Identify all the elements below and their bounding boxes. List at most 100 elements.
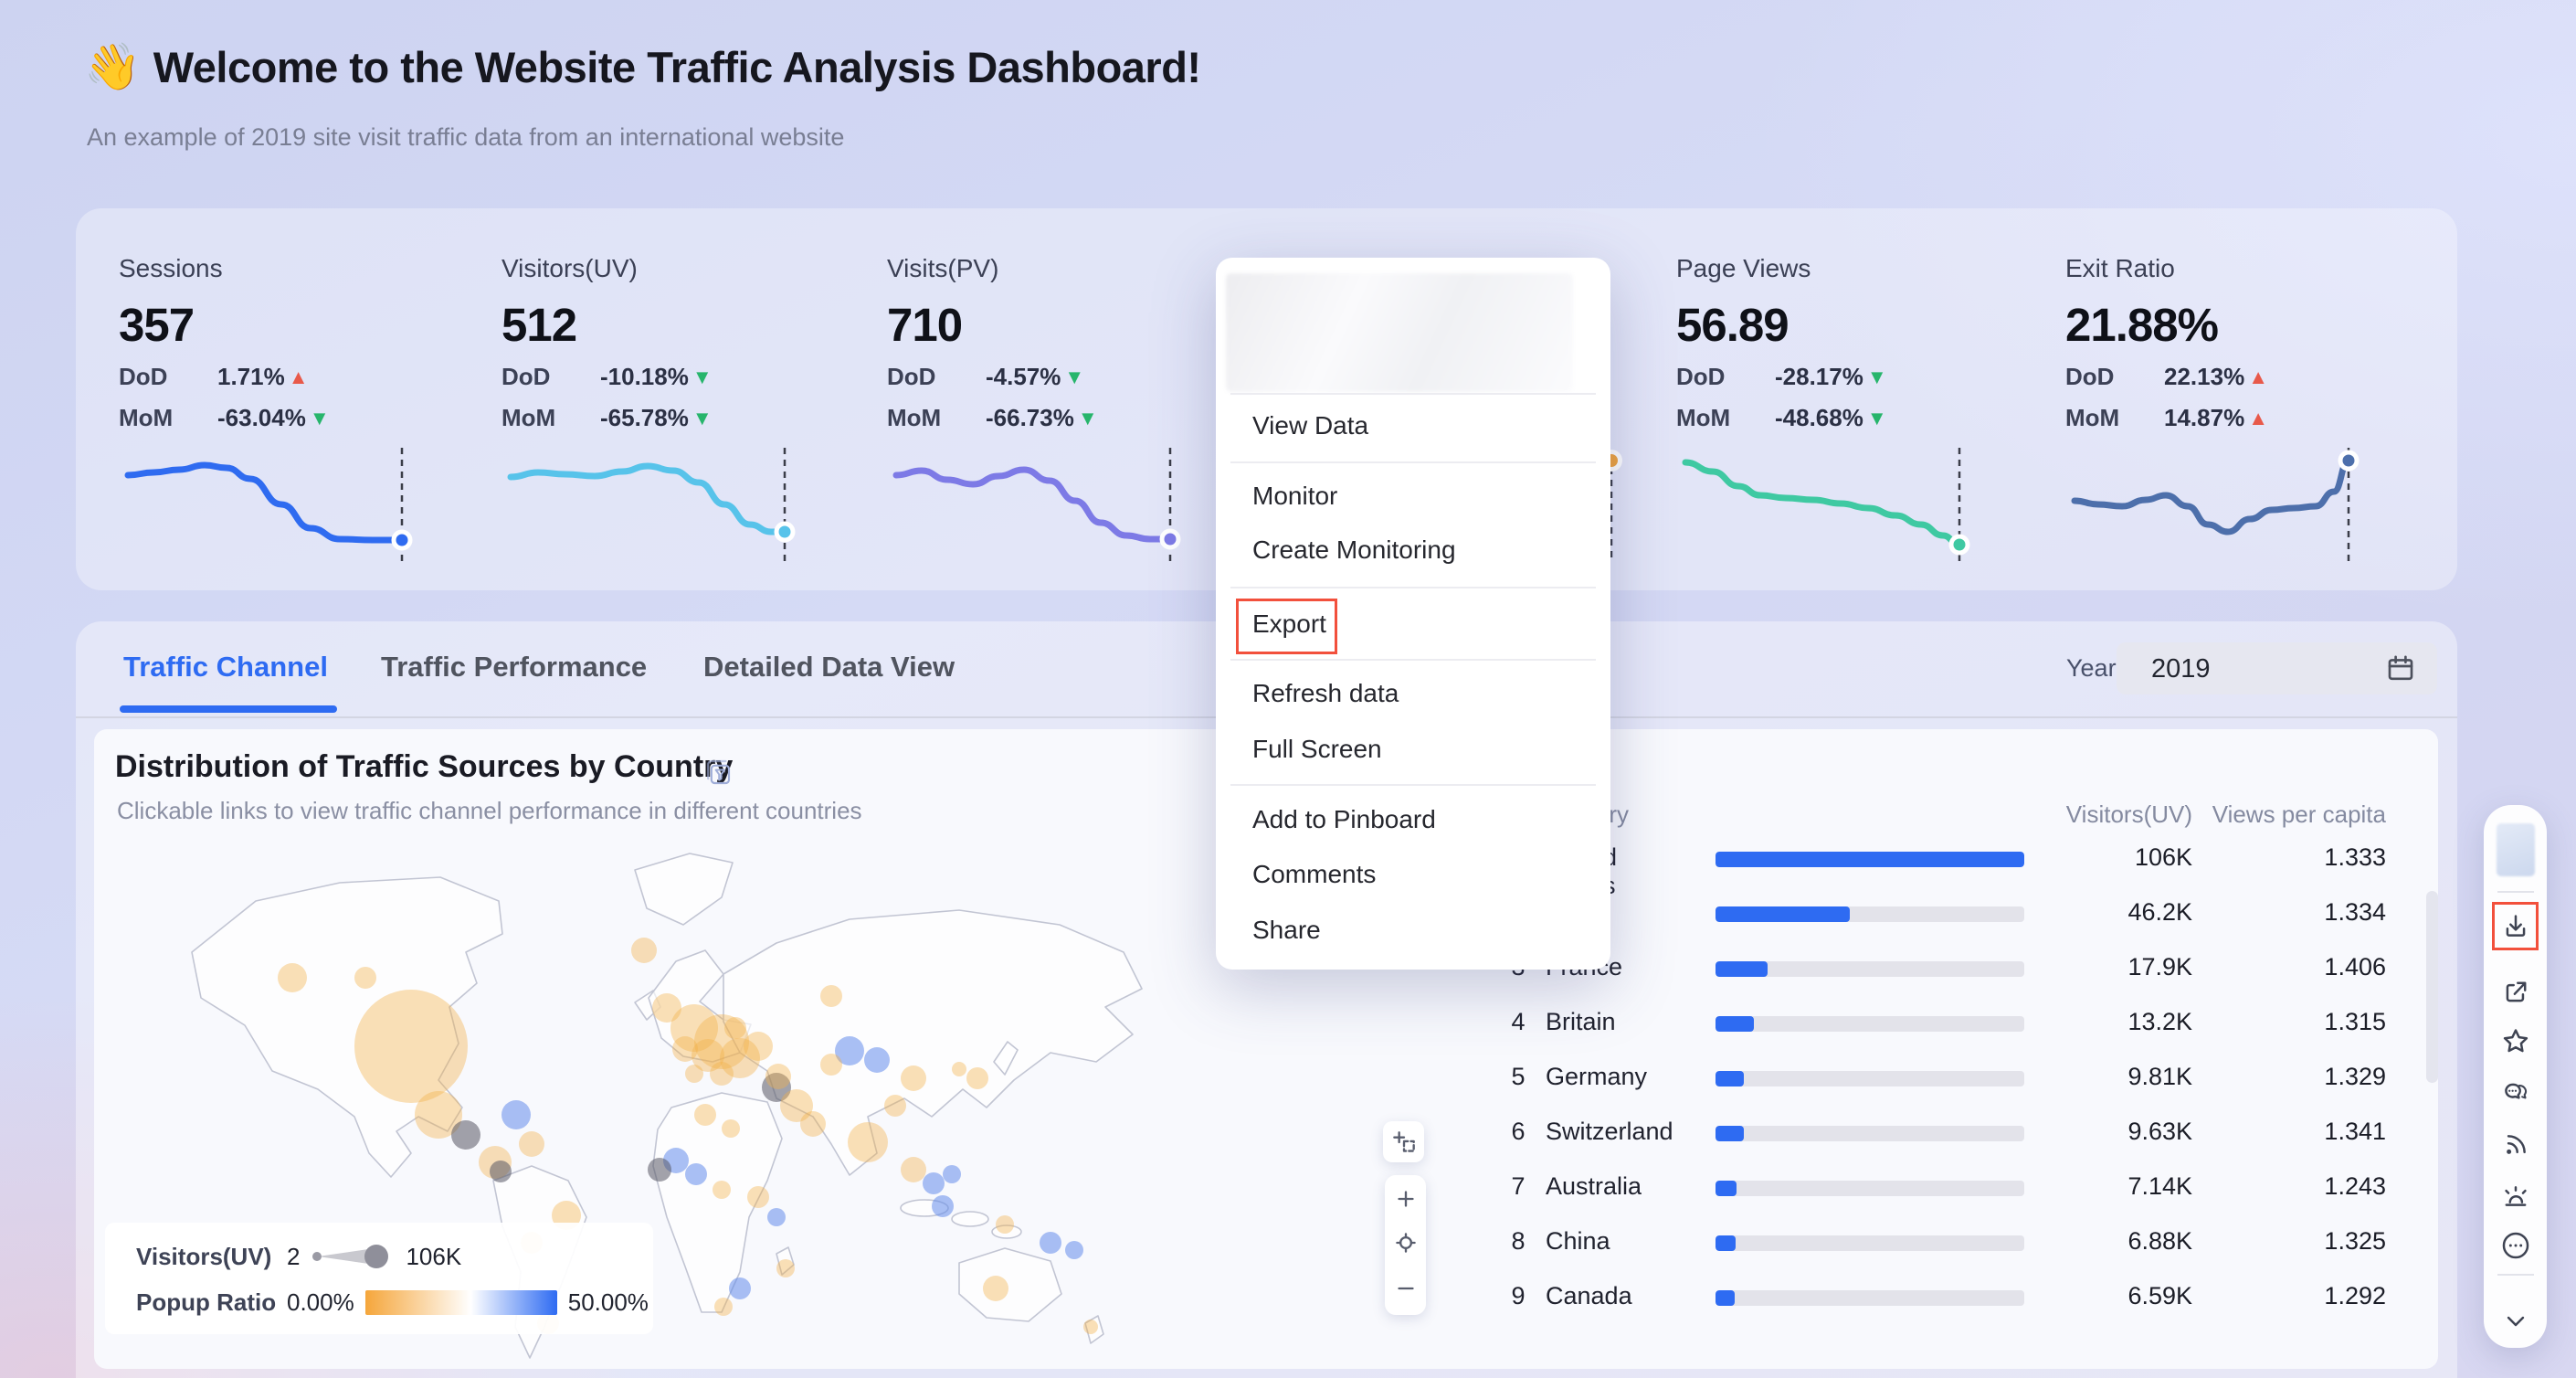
kpi-mom-row: MoM -48.68% ▼ (1676, 404, 1887, 431)
menu-item-view-data[interactable]: View Data (1252, 411, 1369, 440)
kpi-label: Page Views (1676, 254, 1811, 282)
row-per-capita-value: 1.341 (2324, 1118, 2386, 1145)
row-country-link[interactable]: China (1546, 1227, 1610, 1255)
toolbar-divider (2497, 1274, 2534, 1276)
tab-traffic-channel[interactable]: Traffic Channel (123, 651, 328, 683)
row-country-link[interactable]: Australia (1546, 1172, 1642, 1200)
kpi-value: 512 (501, 299, 577, 351)
trend-up-icon: ▲ (2248, 365, 2268, 388)
map-legend: Visitors(UV) 2 106K Popup Ratio 0.00% 50… (105, 1223, 653, 1334)
comments-icon[interactable] (2484, 1077, 2547, 1108)
row-rank: 8 (1511, 1227, 1526, 1255)
trend-up-icon: ▲ (288, 365, 309, 388)
menu-divider (1230, 659, 1596, 661)
row-per-capita-value: 1.325 (2324, 1227, 2386, 1255)
row-uv-bar (1716, 1016, 2024, 1032)
legend-color-max: 50.00% (567, 1288, 649, 1316)
col-header-per-capita: Views per capita (2212, 800, 2386, 828)
menu-item-share[interactable]: Share (1252, 916, 1321, 944)
menu-divider (1230, 784, 1596, 786)
kpi-mom-row: MoM -66.73% ▼ (887, 404, 1098, 431)
active-tab-underline (120, 705, 337, 713)
zoom-out-icon (1397, 1287, 1414, 1290)
locate-button[interactable] (1385, 1228, 1426, 1257)
marquee-zoom-icon (1392, 1130, 1415, 1152)
row-rank: 7 (1511, 1172, 1526, 1200)
year-select[interactable]: 2019 (2117, 642, 2437, 694)
year-label: Year (2066, 654, 2117, 682)
toolbar-divider (2497, 891, 2534, 893)
zoom-out-button[interactable] (1385, 1274, 1426, 1303)
kpi-dod-row: DoD -10.18% ▼ (501, 363, 713, 390)
row-uv-bar (1716, 906, 2024, 922)
legend-size-label: Visitors(UV) (136, 1242, 272, 1270)
trend-down-icon: ▼ (1866, 365, 1887, 388)
row-country-link[interactable]: Germany (1546, 1063, 1648, 1090)
row-per-capita-value: 1.315 (2324, 1008, 2386, 1035)
map-subtitle: Clickable links to view traffic channel … (117, 797, 862, 824)
menu-divider (1230, 461, 1596, 463)
kpi-label: Visitors(UV) (501, 254, 638, 282)
filter-icon[interactable] (702, 756, 734, 789)
tab-detailed-data-view[interactable]: Detailed Data View (703, 651, 955, 683)
world-map[interactable] (137, 813, 1379, 1369)
menu-item-add-to-pinboard[interactable]: Add to Pinboard (1252, 805, 1436, 833)
collapse-icon[interactable] (2484, 1306, 2547, 1337)
menu-item-export[interactable]: Export (1252, 610, 1326, 638)
trend-down-icon: ▼ (1866, 406, 1887, 429)
row-country-link[interactable]: Britain (1546, 1008, 1616, 1035)
row-uv-bar (1716, 961, 2024, 977)
kpi-dod-row: DoD -28.17% ▼ (1676, 363, 1887, 390)
menu-item-comments[interactable]: Comments (1252, 860, 1377, 888)
kpi-label: Visits(PV) (887, 254, 999, 282)
collapse-icon (2507, 1316, 2524, 1327)
menu-item-full-screen[interactable]: Full Screen (1252, 735, 1382, 763)
page-subtitle: An example of 2019 site visit traffic da… (87, 123, 845, 151)
menu-divider (1230, 393, 1596, 395)
calendar-icon[interactable] (2384, 652, 2417, 685)
kpi-dod-row: DoD -4.57% ▼ (887, 363, 1085, 390)
alarm-icon[interactable] (2484, 1181, 2547, 1212)
kpi-sparkline (124, 448, 413, 563)
kpi-card-visitors-uv-: Visitors(UV) 512 DoD -10.18% ▼ MoM -65.78% ▼ (501, 208, 830, 590)
marquee-zoom-button[interactable] (1383, 1121, 1424, 1162)
row-uv-value: 7.14K (2127, 1172, 2192, 1200)
kpi-mom-row: MoM 14.87% ▲ (2065, 404, 2268, 431)
row-uv-value: 106K (2134, 843, 2192, 871)
kpi-sparkline (892, 448, 1181, 563)
kpi-value: 56.89 (1676, 299, 1789, 351)
kpi-card-page-views: Page Views 56.89 DoD -28.17% ▼ MoM -48.68% ▼ (1676, 208, 2005, 590)
more-icon[interactable] (2484, 1230, 2547, 1261)
row-uv-value: 6.88K (2127, 1227, 2192, 1255)
menu-item-create-monitoring[interactable]: Create Monitoring (1252, 535, 1456, 564)
calendar-icon (2388, 655, 2413, 681)
legend-size-min: 2 (287, 1242, 301, 1270)
legend-size-max: 106K (406, 1242, 462, 1270)
color-scale-gradient (364, 1290, 557, 1315)
star-icon[interactable] (2484, 1026, 2547, 1057)
menu-item-monitor[interactable]: Monitor (1252, 482, 1338, 510)
row-per-capita-value: 1.329 (2324, 1063, 2386, 1090)
trend-down-icon: ▼ (309, 406, 330, 429)
row-uv-bar (1716, 1071, 2024, 1086)
zoom-in-button[interactable] (1385, 1184, 1426, 1214)
menu-item-refresh-data[interactable]: Refresh data (1252, 679, 1399, 707)
signal-icon (2506, 1135, 2526, 1154)
row-country-link[interactable]: Switzerland (1546, 1118, 1673, 1145)
row-rank: 9 (1511, 1282, 1526, 1309)
toolbar-thumbnail (2497, 823, 2535, 876)
share-icon[interactable] (2484, 977, 2547, 1008)
alarm-icon (2504, 1186, 2527, 1206)
export-highlight-box (1236, 599, 1337, 654)
download-icon[interactable] (2484, 911, 2547, 942)
context-menu: View Data Monitor Create Monitoring Export R… (1216, 258, 1610, 970)
kpi-dod-row: DoD 22.13% ▲ (2065, 363, 2268, 390)
list-scrollbar[interactable] (2426, 891, 2438, 1083)
signal-icon[interactable] (2484, 1129, 2547, 1161)
tab-traffic-performance[interactable]: Traffic Performance (381, 651, 648, 683)
kpi-sparkline (507, 448, 796, 563)
row-country-link[interactable]: Canada (1546, 1282, 1632, 1309)
col-header-uv: Visitors(UV) (2065, 800, 2192, 828)
legend-color-min: 0.00% (287, 1288, 354, 1316)
